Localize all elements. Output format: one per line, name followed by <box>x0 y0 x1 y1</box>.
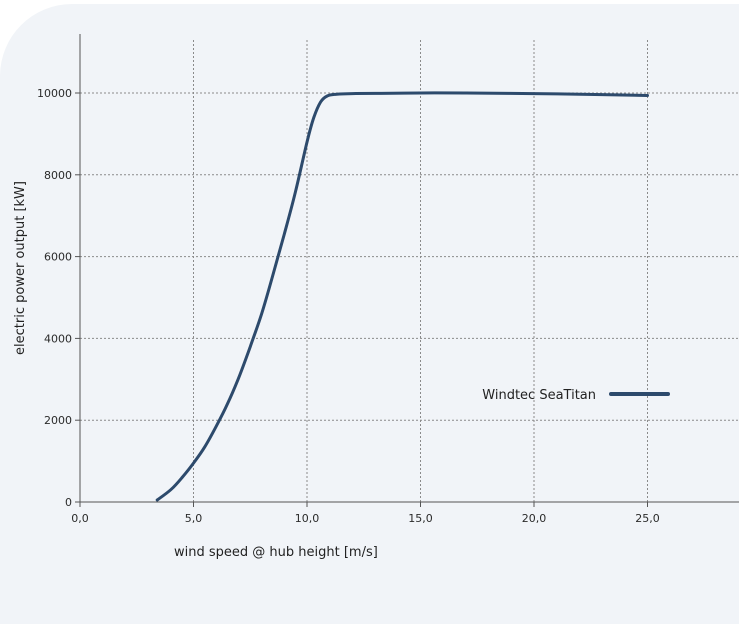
y-tick-label: 6000 <box>44 251 72 264</box>
x-tick-label: 0,0 <box>71 512 89 525</box>
y-tick-label: 0 <box>65 496 72 509</box>
legend: Windtec SeaTitan <box>482 388 670 403</box>
x-tick-label: 15,0 <box>408 512 433 525</box>
y-axis-title: electric power output [kW] <box>13 181 28 355</box>
x-tick-label: 20,0 <box>522 512 547 525</box>
axes <box>75 34 739 507</box>
x-tick-label: 10,0 <box>295 512 320 525</box>
y-tick-label: 8000 <box>44 169 72 182</box>
series-line-windtec-seatitan <box>155 91 649 502</box>
y-tick-label: 2000 <box>44 414 72 427</box>
grid <box>80 40 739 502</box>
y-tick-label: 10000 <box>37 87 72 100</box>
y-tick-label: 4000 <box>44 332 72 345</box>
x-tick-label: 25,0 <box>635 512 660 525</box>
tick-labels: 0,0 5,0 10,0 15,0 20,0 25,0 0 2000 4000 6000 8000 1… <box>37 87 660 525</box>
x-axis-title: wind speed @ hub height [m/s] <box>174 545 378 560</box>
x-tick-label: 5,0 <box>185 512 203 525</box>
series-layer <box>155 91 649 502</box>
legend-label: Windtec SeaTitan <box>482 388 596 403</box>
chart-background <box>0 4 739 624</box>
